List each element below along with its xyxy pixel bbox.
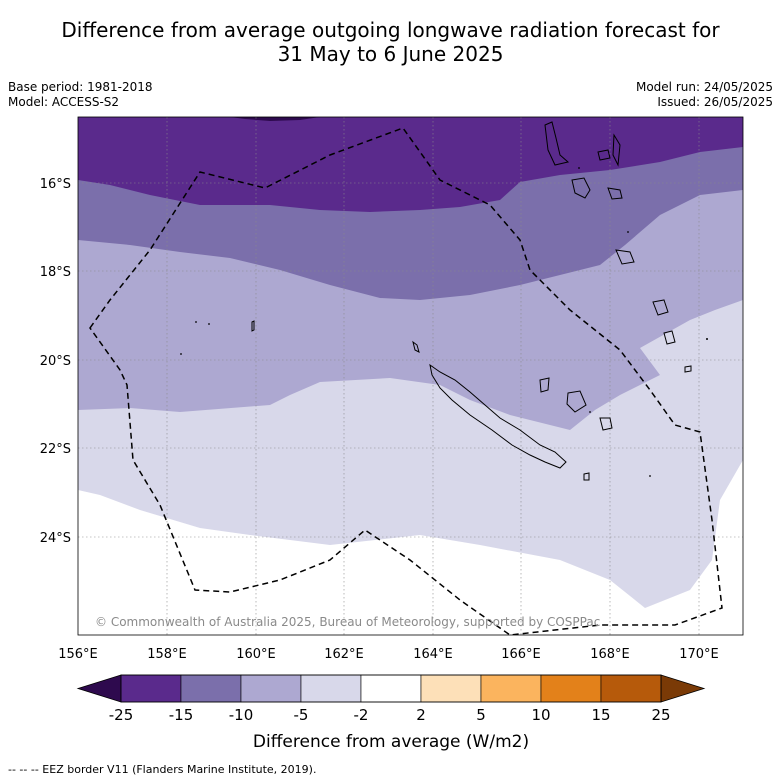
- cb-tick-7: 10: [531, 706, 550, 724]
- cb-tick-5: 2: [416, 706, 426, 724]
- land-outlines: [251, 121, 692, 481]
- colorbar-segment: [420, 674, 482, 703]
- loyalty-lifou: [566, 390, 587, 413]
- colorbar-segment: [480, 674, 542, 703]
- model-run: Model run: 24/05/2025: [635, 80, 773, 94]
- colorbar-segment: [120, 674, 182, 703]
- colorbar-tick-labels: -25 -15 -10 -5 -2 2 5 10 15 25: [109, 706, 671, 724]
- colorbar-title: Difference from average (W/m2): [253, 732, 529, 752]
- lon-label-166e: 166°E: [501, 647, 541, 662]
- cb-tick-4: -2: [354, 706, 369, 724]
- colorbar-over-arrow: [660, 674, 706, 703]
- lat-label-18s: 18°S: [40, 265, 71, 280]
- colorbar-segment: [540, 674, 602, 703]
- chesterfield-islet: [251, 320, 255, 332]
- longitude-labels: 156°E 158°E 160°E 162°E 164°E 166°E 168°…: [58, 647, 719, 662]
- colorbar-under-arrow: [76, 674, 122, 703]
- vanuatu-pentecost: [612, 133, 621, 167]
- vanuatu-erromango: [615, 249, 635, 265]
- eez-legend-note: -- -- -- EEZ border V11 (Flanders Marine…: [8, 763, 317, 776]
- band-minus25-minus15: [78, 117, 743, 212]
- vanuatu-malekula: [571, 177, 591, 199]
- colorbar-segment: [360, 674, 422, 703]
- colorbar-segments: [120, 674, 662, 703]
- belep-islands: [412, 340, 420, 353]
- isle-of-pines: [583, 472, 590, 481]
- gridlines: [78, 117, 743, 635]
- colorbar-segment: [600, 674, 662, 703]
- colorbar: -25 -15 -10 -5 -2 2 5 10 15 25 Differenc…: [76, 674, 706, 752]
- colorbar-segment: [240, 674, 302, 703]
- map-frame: [77, 116, 744, 636]
- cb-tick-3: -5: [294, 706, 309, 724]
- vanuatu-ambrym: [597, 149, 611, 161]
- lon-label-162e: 162°E: [324, 647, 364, 662]
- small-islets: [180, 167, 708, 477]
- model-name: Model: ACCESS-S2: [8, 95, 120, 109]
- vanuatu-efate: [607, 187, 623, 200]
- lat-label-22s: 22°S: [40, 442, 71, 457]
- lat-label-24s: 24°S: [40, 531, 71, 546]
- lon-label-160e: 160°E: [236, 647, 276, 662]
- base-period: Base period: 1981-2018: [8, 80, 153, 94]
- lon-label-158e: 158°E: [147, 647, 187, 662]
- issued-date: Issued: 26/05/2025: [657, 95, 773, 109]
- title-line-2: 31 May to 6 June 2025: [277, 42, 504, 66]
- new-caledonia: [429, 363, 567, 469]
- map-title: Difference from average outgoing longwav…: [0, 18, 781, 66]
- matthew-island: [684, 365, 692, 373]
- anomaly-field: © Commonwealth of Australia 2025, Bureau…: [78, 117, 743, 635]
- cb-tick-9: 25: [651, 706, 670, 724]
- vanuatu-tanna: [652, 299, 669, 316]
- colorbar-segment: [300, 674, 362, 703]
- lon-label-170e: 170°E: [679, 647, 719, 662]
- latitude-labels: 16°S 18°S 20°S 22°S 24°S: [40, 177, 71, 546]
- lat-label-20s: 20°S: [40, 354, 71, 369]
- lon-label-168e: 168°E: [590, 647, 630, 662]
- meta-left: Base period: 1981-2018 Model: ACCESS-S2: [8, 80, 153, 110]
- loyalty-ouvea: [539, 377, 550, 393]
- copyright-notice: © Commonwealth of Australia 2025, Bureau…: [95, 615, 600, 629]
- title-line-1: Difference from average outgoing longwav…: [61, 18, 720, 42]
- cb-tick-8: 15: [591, 706, 610, 724]
- eez-border: [89, 127, 723, 635]
- vanuatu-espiritu-santo: [544, 121, 570, 166]
- colorbar-segment: [180, 674, 242, 703]
- vanuatu-aneityum: [663, 330, 676, 345]
- cb-tick-2: -10: [229, 706, 254, 724]
- meta-right: Model run: 24/05/2025 Issued: 26/05/2025: [636, 80, 773, 110]
- lon-label-164e: 164°E: [413, 647, 453, 662]
- cb-tick-6: 5: [476, 706, 486, 724]
- cb-tick-1: -15: [169, 706, 194, 724]
- band-below-minus25: [230, 117, 320, 121]
- cb-tick-0: -25: [109, 706, 134, 724]
- loyalty-mare: [599, 417, 613, 431]
- colorbar-frame: [120, 674, 662, 703]
- lat-label-16s: 16°S: [40, 177, 71, 192]
- lon-label-156e: 156°E: [58, 647, 98, 662]
